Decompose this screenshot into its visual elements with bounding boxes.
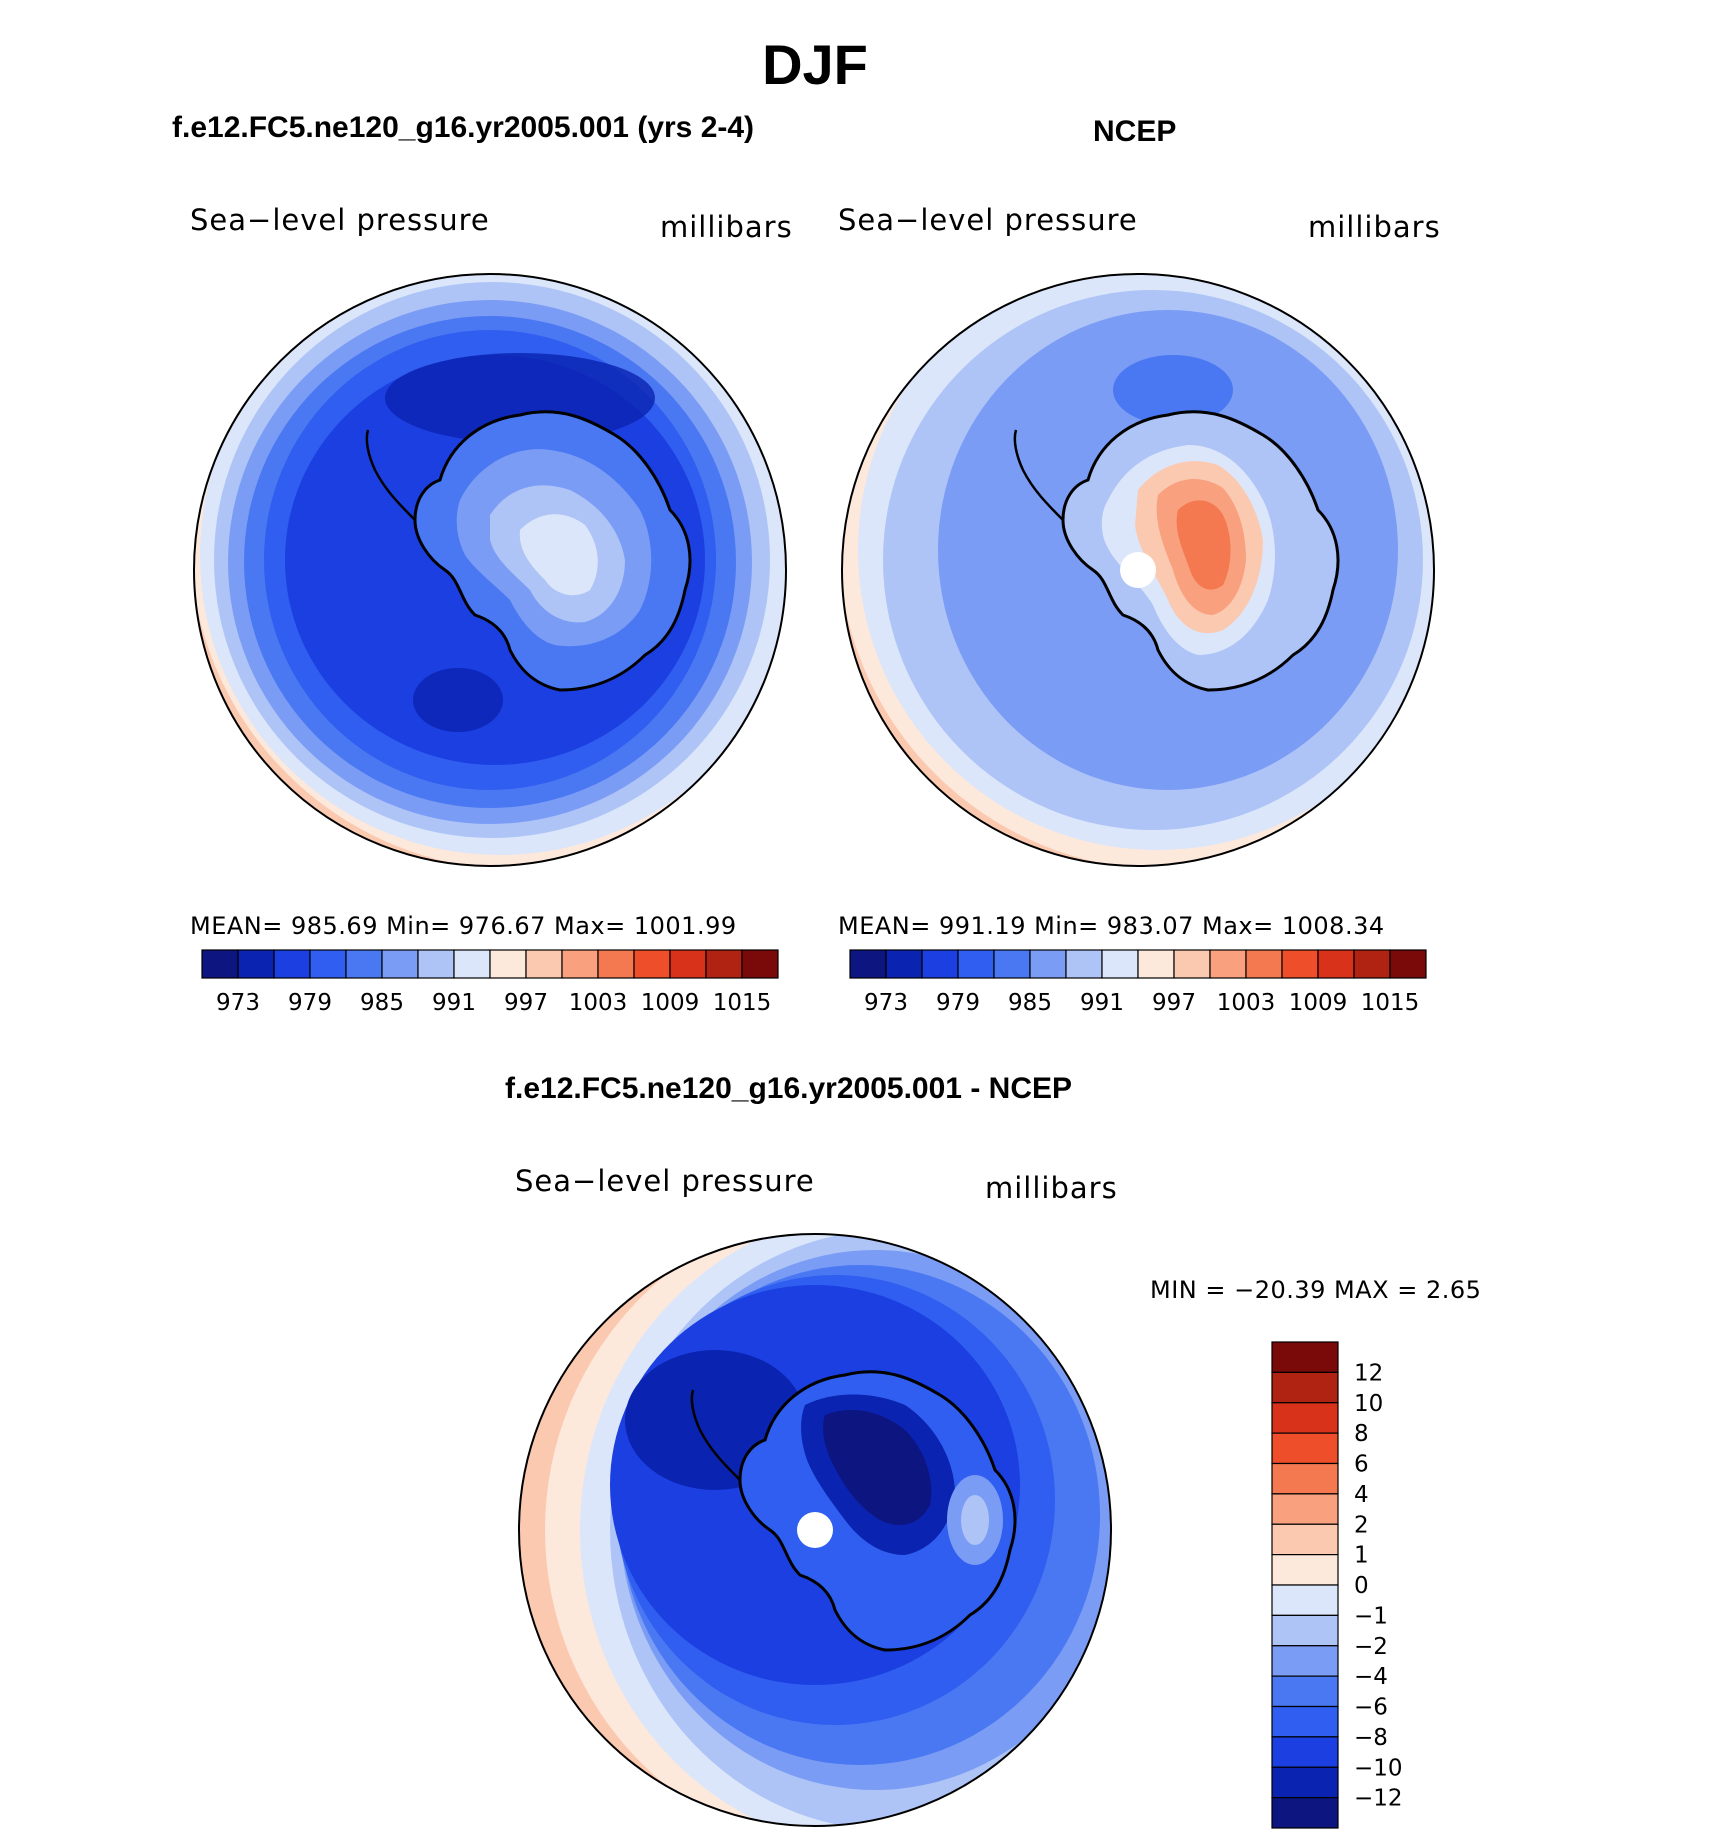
panel-model-stats: MEAN= 985.69 Min= 976.67 Max= 1001.99 [190,912,737,940]
colorbar-swatch [1065,949,1103,979]
colorbar-swatch [885,949,923,979]
colorbar-swatch [1271,1341,1339,1373]
panel-diff-variable: Sea−level pressure [515,1164,815,1198]
panel-obs-colorbar: 973 979 985 991 997 1003 1009 1015 [849,949,1427,1016]
colorbar-tick-label: 997 [504,990,548,1016]
colorbar-tick-label: 2 [1354,1512,1369,1538]
colorbar-tick-label: 1003 [1217,990,1276,1016]
panel-model-title: f.e12.FC5.ne120_g16.yr2005.001 (yrs 2-4) [172,111,755,144]
colorbar-swatch [1173,949,1211,979]
colorbar-swatch [921,949,959,979]
colorbar-tick-label: 0 [1354,1573,1369,1599]
colorbar-tick-label: −6 [1354,1695,1388,1721]
colorbar-tick-label: 1009 [1289,990,1348,1016]
colorbar-tick-label: 985 [1008,990,1052,1016]
colorbar-swatch [1353,949,1391,979]
colorbar-swatch [1271,1645,1339,1677]
colorbar-swatch [849,949,887,979]
colorbar-tick-label: 10 [1354,1391,1383,1417]
panel-obs-stats: MEAN= 991.19 Min= 983.07 Max= 1008.34 [838,912,1385,940]
panel-obs-title: NCEP [1093,115,1177,148]
colorbar-swatch [1271,1402,1339,1434]
colorbar-swatch [273,949,311,979]
panel-diff-units: millibars [985,1171,1118,1205]
colorbar-swatch [561,949,599,979]
colorbar-tick-label: 973 [864,990,908,1016]
colorbar-tick-label: 979 [288,990,332,1016]
colorbar-swatch [1271,1462,1339,1495]
colorbar-swatch [237,949,275,979]
colorbar-swatch [1209,949,1247,979]
colorbar-tick-label: −12 [1354,1786,1403,1812]
colorbar-tick-label: 1015 [713,990,772,1016]
colorbar-swatch [1271,1493,1339,1525]
colorbar-tick-label: 973 [216,990,260,1016]
colorbar-swatch [1271,1736,1339,1768]
colorbar-swatch [993,949,1031,979]
colorbar-swatch [1271,1614,1339,1647]
colorbar-swatch [1271,1432,1339,1465]
colorbar-tick-label: −2 [1354,1634,1388,1660]
colorbar-tick-label: −10 [1354,1755,1403,1781]
colorbar-tick-label: 12 [1354,1360,1383,1386]
colorbar-tick-label: 1009 [641,990,700,1016]
colorbar-swatch [705,949,743,979]
panel-diff-map [518,1233,1112,1827]
panel-model-colorbar: 973 979 985 991 997 1003 1009 1015 [201,949,779,1016]
colorbar-tick-label: 1015 [1361,990,1420,1016]
colorbar-swatch [1281,949,1319,979]
colorbar-tick-label: 1003 [569,990,628,1016]
colorbar-tick-label: 991 [432,990,476,1016]
colorbar-swatch [1271,1766,1339,1799]
colorbar-swatch [489,949,527,979]
colorbar-swatch [201,949,239,979]
colorbar-swatch [597,949,635,979]
colorbar-swatch [1137,949,1175,979]
colorbar-swatch [1271,1523,1339,1556]
colorbar-swatch [1271,1797,1339,1829]
colorbar-tick-label: 6 [1354,1452,1369,1478]
panel-obs-map [841,273,1435,867]
figure-title: DJF [762,33,868,96]
colorbar-swatch [1101,949,1139,979]
colorbar-tick-label: −4 [1354,1664,1388,1690]
colorbar-tick-label: 985 [360,990,404,1016]
colorbar-swatch [453,949,491,979]
colorbar-swatch [1389,949,1427,979]
colorbar-swatch [1271,1554,1339,1586]
colorbar-tick-label: 991 [1080,990,1124,1016]
colorbar-swatch [669,949,707,979]
panel-model-map [193,273,787,867]
colorbar-swatch [1271,1584,1339,1616]
colorbar-swatch [525,949,563,979]
colorbar-swatch [417,949,455,979]
panel-obs-units: millibars [1308,210,1441,244]
panel-diff-title: f.e12.FC5.ne120_g16.yr2005.001 - NCEP [505,1072,1072,1105]
colorbar-swatch [309,949,347,979]
colorbar-swatch [1317,949,1355,979]
colorbar-swatch [345,949,383,979]
colorbar-swatch [1271,1705,1339,1738]
colorbar-swatch [1029,949,1067,979]
colorbar-tick-label: 8 [1354,1421,1369,1447]
colorbar-tick-label: 1 [1354,1543,1369,1569]
colorbar-swatch [741,949,779,979]
colorbar-tick-label: 4 [1354,1482,1369,1508]
panel-model-variable: Sea−level pressure [190,203,490,237]
colorbar-swatch [1245,949,1283,979]
panel-obs-variable: Sea−level pressure [838,203,1138,237]
colorbar-swatch [633,949,671,979]
panel-diff-stats: MIN = −20.39 MAX = 2.65 [1150,1276,1482,1304]
colorbar-tick-label: 997 [1152,990,1196,1016]
colorbar-tick-label: −8 [1354,1725,1388,1751]
colorbar-swatch [1271,1371,1339,1404]
colorbar-swatch [1271,1675,1339,1708]
panel-model-units: millibars [660,210,793,244]
colorbar-tick-label: 979 [936,990,980,1016]
colorbar-swatch [957,949,995,979]
colorbar-tick-label: −1 [1354,1603,1388,1629]
colorbar-swatch [381,949,419,979]
